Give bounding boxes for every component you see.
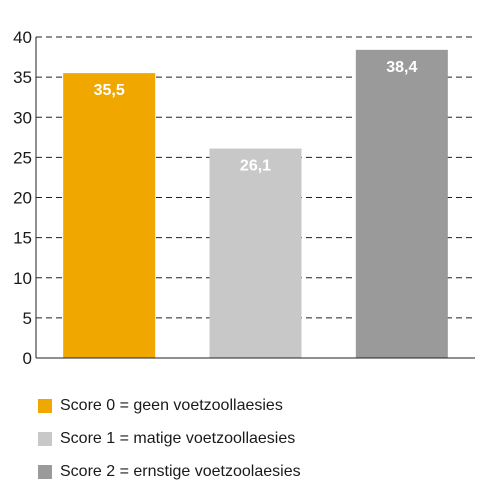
y-tick-label-10: 10 (13, 269, 32, 288)
data-label-score-2: 38,4 (386, 59, 417, 76)
bar-score-2 (355, 49, 448, 359)
bar-chart: 0 5 10 15 20 25 30 35 40 35,5 26,1 38,4 (13, 28, 475, 368)
bar-score-1 (209, 148, 302, 358)
data-label-score-0: 35,5 (94, 82, 125, 99)
legend-label-score-2: Score 2 = ernstige voetzoolaesies (60, 463, 301, 480)
bars (63, 49, 448, 359)
legend-item-score-2: Score 2 = ernstige voetzoolaesies (38, 462, 301, 482)
legend-item-score-0: Score 0 = geen voetzoollaesies (38, 396, 301, 416)
y-tick-label-0: 0 (23, 349, 32, 368)
y-tick-label-25: 25 (13, 148, 32, 167)
axes (35, 37, 475, 359)
data-label-score-1: 26,1 (240, 158, 271, 175)
bar-score-0 (63, 73, 156, 359)
y-tick-label-35: 35 (13, 68, 32, 87)
legend-swatch-score-0 (38, 399, 52, 413)
labels: 0 5 10 15 20 25 30 35 40 35,5 26,1 38,4 (13, 28, 417, 368)
y-tick-label-30: 30 (13, 108, 32, 127)
legend-swatch-score-1 (38, 432, 52, 446)
y-tick-label-40: 40 (13, 28, 32, 47)
y-tick-label-15: 15 (13, 229, 32, 248)
y-tick-label-20: 20 (13, 189, 32, 208)
legend-label-score-1: Score 1 = matige voetzoollaesies (60, 430, 296, 447)
y-tick-label-5: 5 (23, 309, 32, 328)
legend-label-score-0: Score 0 = geen voetzoollaesies (60, 397, 283, 414)
legend: Score 0 = geen voetzoollaesies Score 1 =… (38, 396, 301, 482)
legend-swatch-score-2 (38, 465, 52, 479)
legend-item-score-1: Score 1 = matige voetzoollaesies (38, 429, 301, 449)
